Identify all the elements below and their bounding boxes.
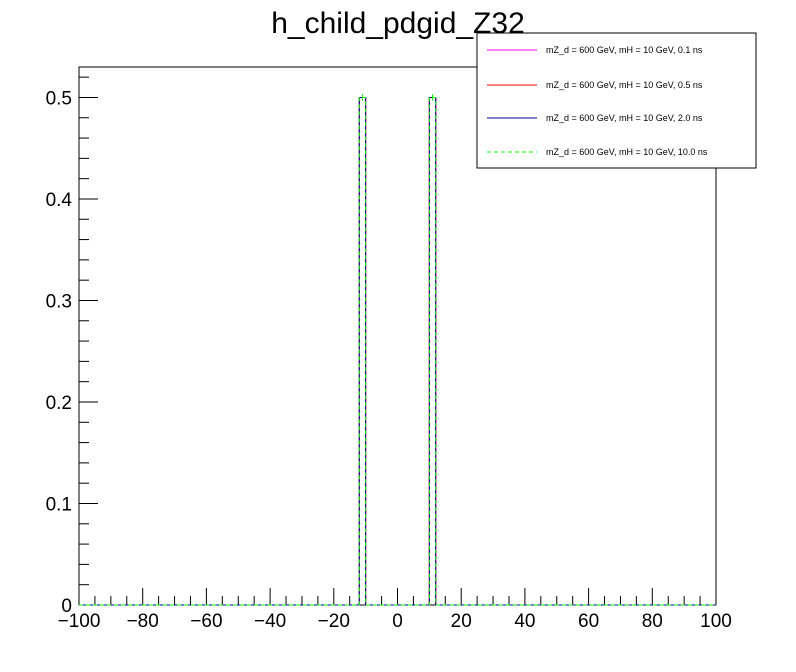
y-tick-label: 0.1 bbox=[46, 494, 72, 515]
x-tick-label: 60 bbox=[578, 611, 599, 632]
y-tick-label: 0 bbox=[61, 596, 72, 617]
x-tick-label: −20 bbox=[318, 611, 350, 632]
axis-ticks bbox=[78, 76, 717, 606]
legend-label: mZ_d = 600 GeV, mH = 10 GeV, 10.0 ns bbox=[546, 147, 708, 157]
y-tick-label: 0.4 bbox=[46, 190, 73, 211]
series-outline bbox=[79, 96, 716, 606]
legend: mZ_d = 600 GeV, mH = 10 GeV, 0.1 ns mZ_d … bbox=[476, 32, 757, 169]
x-tick-label: 0 bbox=[392, 611, 403, 632]
x-tick-label: 100 bbox=[700, 611, 732, 632]
legend-label: mZ_d = 600 GeV, mH = 10 GeV, 0.5 ns bbox=[546, 80, 703, 90]
x-tick-label: 80 bbox=[642, 611, 663, 632]
legend-label: mZ_d = 600 GeV, mH = 10 GeV, 2.0 ns bbox=[546, 113, 703, 123]
legend-box bbox=[476, 32, 757, 169]
y-tick-label: 0.5 bbox=[46, 88, 72, 109]
histogram-series bbox=[79, 94, 716, 606]
series-4 bbox=[79, 94, 716, 606]
x-tick-label: −100 bbox=[58, 611, 101, 632]
x-tick-label: 40 bbox=[514, 611, 535, 632]
x-tick-label: 20 bbox=[451, 611, 472, 632]
legend-label: mZ_d = 600 GeV, mH = 10 GeV, 0.1 ns bbox=[546, 45, 703, 55]
x-tick-label: −80 bbox=[127, 611, 159, 632]
y-tick-label: 0.2 bbox=[46, 393, 72, 414]
x-tick-labels: −100 −80 −60 −40 −20 0 20 40 60 80 100 bbox=[58, 611, 732, 632]
y-tick-label: 0.3 bbox=[46, 291, 72, 312]
x-tick-label: −40 bbox=[254, 611, 286, 632]
y-tick-labels: 0 0.1 0.2 0.3 0.4 0.5 bbox=[46, 88, 73, 617]
x-tick-label: −60 bbox=[190, 611, 222, 632]
